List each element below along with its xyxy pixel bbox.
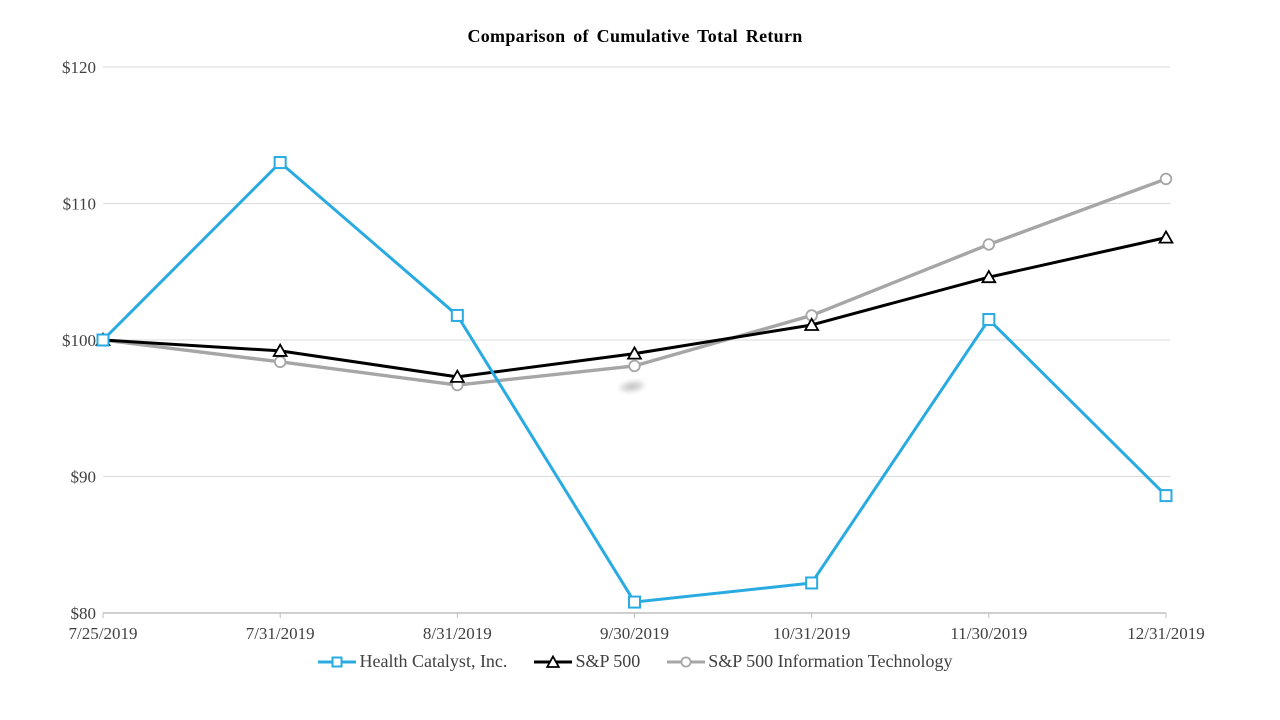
x-axis-tick-label: 7/31/2019 (246, 624, 315, 643)
data-point-circle-sp-500-information-technology (628, 359, 641, 373)
legend-item-health-catalyst: Health Catalyst, Inc. (317, 651, 507, 672)
data-point-circle-sp-500-information-technology (982, 238, 996, 251)
y-axis-tick-label: $80 (71, 604, 97, 623)
data-point-triangle-sp-500 (980, 269, 997, 284)
x-axis-tick-label: 9/30/2019 (600, 624, 669, 643)
data-point-square-health-catalyst (1159, 489, 1173, 503)
chart-title: Comparison of Cumulative Total Return (467, 26, 803, 46)
x-axis-tick-label: 12/31/2019 (1127, 624, 1204, 643)
data-point-triangle-sp-500 (272, 342, 289, 357)
y-axis-tick-label: $100 (62, 331, 96, 350)
data-point-square-health-catalyst (805, 576, 819, 590)
data-point-square-health-catalyst (450, 308, 464, 322)
x-axis-tick-label: 7/25/2019 (69, 624, 138, 643)
data-point-triangle-sp-500 (1158, 229, 1174, 244)
legend: Health Catalyst, Inc. S&P 500 S&P 500 In… (0, 651, 1270, 672)
legend-label-health-catalyst: Health Catalyst, Inc. (359, 651, 508, 671)
circle-marker-icon (667, 656, 706, 667)
data-point-square-health-catalyst (96, 333, 110, 347)
data-point-triangle-sp-500 (449, 368, 466, 383)
legend-item-sp-500: S&P 500 (533, 651, 640, 672)
data-point-circle-sp-500-information-technology (273, 355, 287, 369)
x-axis-tick-label: 10/31/2019 (773, 624, 850, 643)
legend-label-sp-500-it: S&P 500 Information Technology (708, 651, 953, 671)
square-marker-icon (318, 656, 357, 667)
legend-label-sp-500: S&P 500 (575, 651, 641, 671)
data-point-square-health-catalyst (982, 313, 996, 327)
x-axis-tick-label: 11/30/2019 (950, 624, 1027, 643)
triangle-marker-icon (534, 654, 573, 668)
y-axis-tick-label: $110 (63, 195, 96, 214)
y-axis-tick-label: $120 (62, 58, 96, 77)
data-point-square-health-catalyst (628, 595, 641, 609)
data-point-square-health-catalyst (273, 156, 287, 170)
y-axis-tick-label: $90 (71, 468, 97, 487)
data-point-triangle-sp-500 (626, 345, 643, 360)
x-axis-tick-label: 8/31/2019 (423, 624, 492, 643)
data-point-triangle-sp-500 (803, 316, 820, 331)
data-point-circle-sp-500-information-technology (1159, 172, 1173, 186)
legend-item-sp-500-it: S&P 500 Information Technology (666, 651, 953, 672)
